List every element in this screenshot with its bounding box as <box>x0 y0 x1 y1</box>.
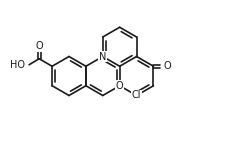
Text: HO: HO <box>10 60 25 70</box>
Text: N: N <box>99 52 106 61</box>
Text: O: O <box>35 41 43 51</box>
Text: Cl: Cl <box>132 90 141 101</box>
Text: O: O <box>116 81 123 91</box>
Text: O: O <box>164 61 171 71</box>
